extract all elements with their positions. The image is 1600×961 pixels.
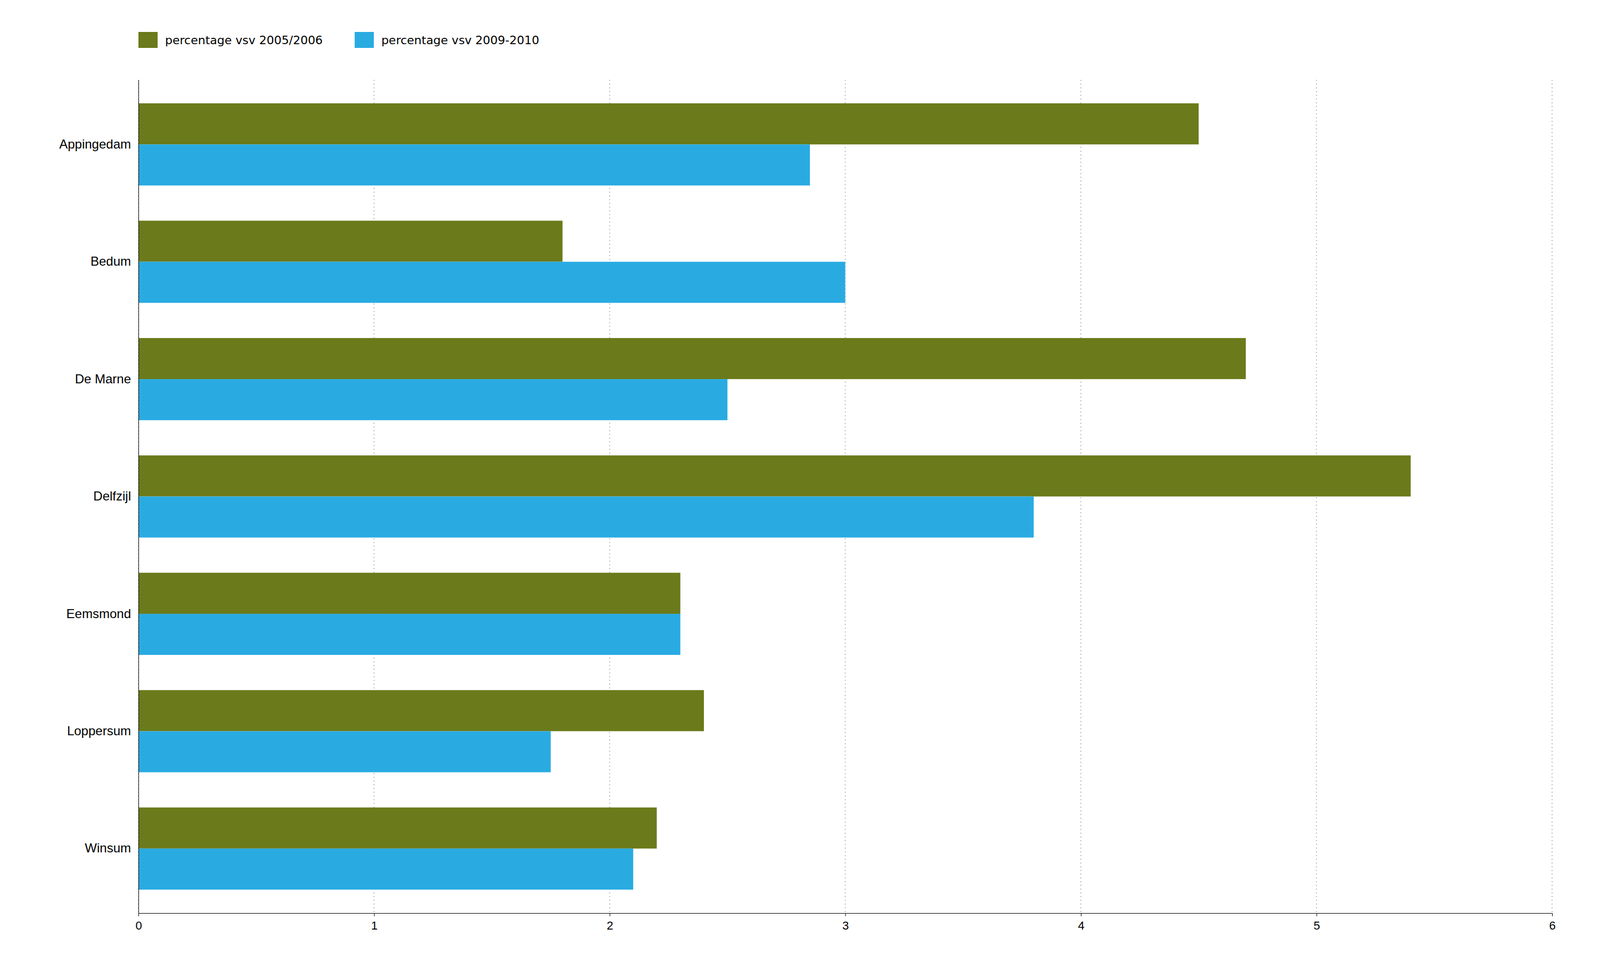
- bar: [138, 690, 704, 732]
- y-tick: Eemsmond: [66, 606, 131, 621]
- bar: [138, 731, 551, 773]
- bar: [138, 807, 658, 849]
- grid: [138, 79, 1553, 914]
- bar: [138, 455, 1411, 497]
- grid-line: [1551, 79, 1553, 914]
- x-tick-mark: [609, 913, 611, 917]
- plot-area: 0 1 2 3 4 5 6 Appingedam Bedum De Marne Delfzijl Ee…: [59, 79, 1556, 933]
- legend-swatch: [138, 31, 158, 48]
- x-tick: 1: [371, 913, 378, 933]
- bar: [138, 496, 1035, 538]
- x-tick: 3: [842, 913, 849, 933]
- legend: percentage vsv 2005/2006 percentage vsv 2…: [138, 31, 540, 48]
- bar-series: [138, 103, 1411, 849]
- y-tick: Appingedam: [59, 136, 131, 152]
- bars: [138, 103, 1411, 890]
- y-axis-line: [138, 80, 139, 914]
- y-tick: De Marne: [75, 371, 131, 387]
- x-tick-label: 2: [606, 919, 613, 933]
- grid-line: [137, 79, 139, 914]
- y-tick: Loppersum: [67, 723, 131, 738]
- x-tick: 2: [606, 913, 613, 933]
- x-tick-label: 6: [1548, 919, 1556, 933]
- legend-label: percentage vsv 2009-2010: [381, 33, 540, 47]
- bar: [138, 572, 681, 614]
- y-tick-label: Delfzijl: [93, 488, 131, 504]
- x-tick-label: 0: [135, 919, 142, 933]
- x-tick-label: 3: [842, 919, 849, 933]
- chart: 0 1 2 3 4 5 6 Appingedam Bedum De Marne Delfzijl Ee…: [0, 0, 1600, 961]
- x-tick-mark: [1080, 913, 1082, 917]
- legend-item: percentage vsv 2005/2006: [138, 31, 323, 48]
- x-tick: 0: [135, 913, 142, 933]
- y-axis: Appingedam Bedum De Marne Delfzijl Eemsmond L…: [59, 80, 139, 914]
- x-tick-mark: [1316, 913, 1318, 917]
- bar: [138, 338, 1246, 380]
- x-tick-label: 5: [1313, 919, 1320, 933]
- legend-item: percentage vsv 2009-2010: [354, 31, 540, 48]
- bar: [138, 144, 810, 186]
- x-tick-mark: [1552, 913, 1553, 917]
- bar: [138, 220, 563, 262]
- y-tick: Delfzijl: [93, 488, 131, 504]
- bar: [138, 613, 681, 655]
- bar: [138, 379, 728, 421]
- bar: [138, 261, 846, 303]
- x-tick: 5: [1313, 913, 1320, 933]
- bar-series: [138, 144, 1035, 890]
- bar: [138, 103, 1199, 145]
- x-tick: 6: [1548, 913, 1556, 933]
- y-tick-label: De Marne: [75, 371, 131, 387]
- x-tick-label: 4: [1077, 919, 1085, 933]
- legend-label: percentage vsv 2005/2006: [165, 33, 323, 47]
- y-tick: Bedum: [90, 253, 131, 269]
- y-tick-label: Appingedam: [59, 136, 131, 152]
- x-axis: 0 1 2 3 4 5 6: [135, 913, 1556, 933]
- x-tick-mark: [138, 913, 139, 917]
- y-tick-label: Winsum: [84, 840, 131, 856]
- x-tick-label: 1: [371, 919, 378, 933]
- y-tick: Winsum: [84, 840, 131, 856]
- x-tick-mark: [374, 913, 375, 917]
- bar: [138, 848, 634, 890]
- y-tick-label: Bedum: [90, 253, 131, 269]
- legend-swatch: [354, 31, 374, 48]
- x-tick-mark: [845, 913, 847, 917]
- y-tick-label: Eemsmond: [66, 606, 131, 621]
- y-tick-label: Loppersum: [67, 723, 131, 738]
- x-tick: 4: [1077, 913, 1085, 933]
